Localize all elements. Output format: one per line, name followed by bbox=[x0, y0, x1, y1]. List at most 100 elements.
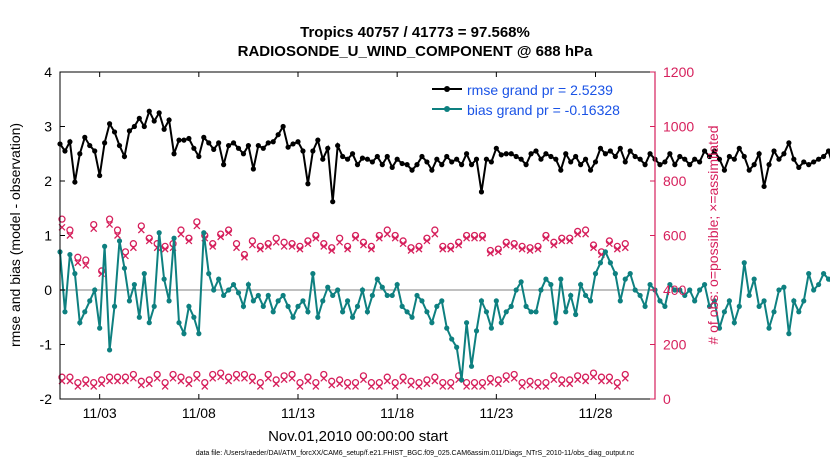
obs-assimilated-marker bbox=[240, 253, 248, 261]
obs-assimilated-stroke bbox=[407, 381, 415, 389]
obs-assimilated-stroke bbox=[74, 383, 82, 390]
bias-point bbox=[235, 290, 242, 296]
rmse-point bbox=[111, 129, 118, 135]
bias-point bbox=[706, 303, 713, 309]
y-left-tick-label: 0 bbox=[44, 282, 52, 298]
obs-assimilated-stroke bbox=[288, 242, 296, 250]
rmse-point bbox=[166, 117, 172, 123]
obs-assimilated-stroke bbox=[153, 374, 161, 382]
chart-title: Tropics 40757 / 41773 = 97.568% bbox=[300, 24, 530, 41]
obs-assimilated-marker bbox=[129, 244, 137, 252]
obs-assimilated-stroke bbox=[494, 380, 502, 388]
obs-assimilated-marker bbox=[415, 383, 423, 390]
obs-assimilated-marker bbox=[161, 245, 169, 253]
obs-assimilated-marker bbox=[558, 380, 566, 388]
rmse-point bbox=[592, 159, 599, 165]
obs-assimilated-marker bbox=[296, 383, 304, 390]
bias-point bbox=[141, 271, 147, 277]
bias-point bbox=[295, 303, 301, 309]
rmse-point bbox=[235, 145, 242, 151]
bias-point bbox=[196, 331, 202, 337]
rmse-point bbox=[741, 153, 747, 160]
obs-possible-marker bbox=[335, 234, 344, 242]
obs-possible-marker bbox=[74, 253, 82, 261]
obs-assimilated-stroke bbox=[264, 374, 272, 382]
obs-assimilated-marker bbox=[209, 374, 217, 382]
obs-assimilated-marker bbox=[209, 242, 217, 250]
rmse-point bbox=[116, 142, 123, 149]
rmse-point bbox=[563, 151, 569, 157]
bias-point bbox=[716, 325, 723, 331]
obs-assimilated-stroke bbox=[463, 383, 471, 390]
obs-assimilated-marker bbox=[145, 380, 153, 388]
y-right-tick-label: 1200 bbox=[663, 64, 694, 80]
rmse-point bbox=[87, 142, 93, 149]
bias-point bbox=[786, 331, 792, 337]
obs-assimilated-marker bbox=[129, 374, 137, 382]
y-right-tick-label: 1000 bbox=[663, 119, 694, 135]
obs-assimilated-stroke bbox=[574, 376, 582, 384]
bias-point bbox=[578, 281, 584, 288]
obs-assimilated-marker bbox=[399, 377, 407, 385]
legend-rmse-marker bbox=[444, 86, 450, 92]
x-tick-label: 11/23 bbox=[479, 405, 513, 421]
obs-assimilated-stroke bbox=[566, 237, 574, 245]
obs-assimilated-stroke bbox=[193, 374, 201, 382]
obs-assimilated-marker bbox=[344, 245, 352, 253]
obs-assimilated-stroke bbox=[129, 374, 137, 382]
obs-assimilated-stroke bbox=[161, 383, 169, 390]
obs-assimilated-stroke bbox=[439, 245, 447, 253]
obs-assimilated-marker bbox=[471, 234, 478, 242]
obs-assimilated-stroke bbox=[478, 234, 486, 242]
obs-assimilated-marker bbox=[240, 374, 248, 382]
bias-point bbox=[612, 271, 618, 277]
obs-assimilated-stroke bbox=[621, 374, 629, 382]
obs-assimilated-stroke bbox=[296, 245, 304, 253]
obs-assimilated-marker bbox=[534, 383, 542, 390]
rmse-point bbox=[280, 123, 286, 130]
rmse-point bbox=[131, 123, 137, 130]
bias-point bbox=[310, 271, 316, 277]
rmse-point bbox=[225, 142, 232, 149]
rmse-point bbox=[364, 156, 371, 162]
obs-possible-marker bbox=[248, 237, 257, 245]
obs-assimilated-stroke bbox=[312, 234, 320, 242]
x-tick-label: 11/03 bbox=[83, 405, 117, 421]
rmse-point bbox=[359, 155, 366, 161]
bias-point bbox=[151, 303, 157, 309]
obs-assimilated-marker bbox=[201, 383, 209, 390]
obs-assimilated-stroke bbox=[98, 380, 106, 388]
bias-point bbox=[538, 287, 544, 293]
rmse-point bbox=[543, 151, 549, 157]
rmse-point bbox=[647, 151, 653, 157]
obs-assimilated-marker bbox=[280, 376, 288, 384]
bias-point bbox=[791, 298, 797, 304]
rmse-point bbox=[240, 151, 247, 157]
bias-point bbox=[751, 276, 757, 282]
y-right-tick-label: 600 bbox=[663, 228, 687, 244]
x-tick-label: 11/18 bbox=[380, 405, 414, 421]
obs-possible-marker bbox=[58, 215, 66, 223]
bias-point bbox=[449, 336, 455, 342]
bias-point bbox=[394, 281, 400, 288]
obs-possible-marker bbox=[90, 220, 98, 229]
bias-point bbox=[72, 271, 78, 277]
obs-assimilated-marker bbox=[106, 221, 114, 229]
bias-point bbox=[692, 298, 698, 304]
rmse-point bbox=[786, 140, 792, 146]
bias-point bbox=[459, 377, 465, 383]
bias-point bbox=[126, 298, 133, 304]
rmse-point bbox=[325, 145, 331, 151]
rmse-point bbox=[295, 139, 301, 145]
obs-assimilated-stroke bbox=[518, 383, 526, 390]
obs-assimilated-stroke bbox=[431, 377, 439, 385]
obs-assimilated-marker bbox=[217, 233, 225, 241]
bias-point bbox=[642, 303, 648, 309]
obs-assimilated-marker bbox=[225, 229, 233, 237]
bias-point bbox=[503, 309, 509, 315]
obs-assimilated-stroke bbox=[415, 383, 423, 390]
bias-point bbox=[216, 276, 222, 282]
rmse-point bbox=[617, 145, 623, 151]
rmse-point bbox=[488, 159, 494, 165]
obs-assimilated-marker bbox=[510, 374, 518, 382]
